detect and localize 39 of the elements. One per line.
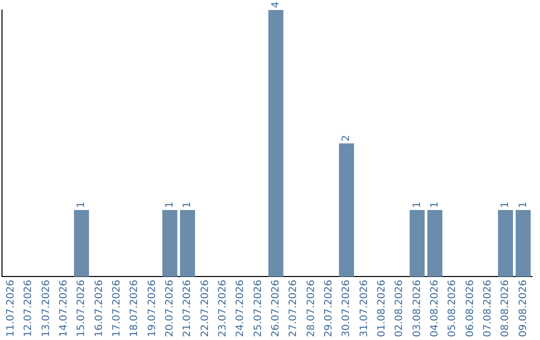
x-tick-label: 26.07.2026 bbox=[270, 280, 282, 338]
x-tick-label: 16.07.2026 bbox=[94, 280, 105, 338]
data-label: 1 bbox=[164, 202, 176, 208]
data-label: 4 bbox=[270, 2, 282, 8]
x-tick-label: 11.07.2026 bbox=[5, 280, 16, 338]
x-tick-label: 04.08.2026 bbox=[429, 280, 440, 338]
x-tick-label: 18.07.2026 bbox=[129, 280, 140, 338]
data-label: 1 bbox=[76, 202, 88, 208]
x-tick-label: 23.07.2026 bbox=[217, 280, 228, 338]
x-tick-label: 02.08.2026 bbox=[394, 280, 406, 338]
x-tick-label: 27.07.2026 bbox=[288, 280, 300, 338]
x-tick-label: 25.07.2026 bbox=[252, 280, 264, 338]
x-tick-label: 29.07.2026 bbox=[323, 280, 334, 338]
data-label: 1 bbox=[429, 202, 440, 208]
x-tick-label: 30.07.2026 bbox=[341, 280, 352, 338]
x-tick-label: 19.07.2026 bbox=[146, 280, 158, 338]
data-label: 2 bbox=[341, 134, 352, 142]
x-tick-label: 20.07.2026 bbox=[164, 280, 176, 338]
x-tick-label: 07.08.2026 bbox=[482, 280, 494, 338]
x-tick-label: 15.07.2026 bbox=[76, 280, 88, 338]
x-tick-label: 09.08.2026 bbox=[518, 280, 529, 338]
data-label: 1 bbox=[518, 202, 529, 208]
data-label: 1 bbox=[412, 202, 423, 208]
x-tick-label: 06.08.2026 bbox=[464, 280, 476, 338]
x-tick-label: 05.08.2026 bbox=[447, 280, 458, 338]
x-tick-label: 13.07.2026 bbox=[40, 280, 52, 338]
x-tick-label: 03.08.2026 bbox=[412, 280, 423, 338]
x-tick-label: 14.07.2026 bbox=[58, 280, 70, 338]
x-tick-label: 31.07.2026 bbox=[358, 280, 370, 338]
x-tick-label: 08.08.2026 bbox=[500, 280, 512, 338]
x-tick-label: 22.07.2026 bbox=[200, 280, 211, 338]
data-label: 1 bbox=[182, 202, 194, 208]
x-tick-label: 17.07.2026 bbox=[111, 280, 122, 338]
x-tick-label: 28.07.2026 bbox=[306, 280, 317, 338]
x-tick-label: 24.07.2026 bbox=[235, 280, 246, 338]
x-tick-label: 12.07.2026 bbox=[23, 280, 34, 338]
x-tick-label: 01.08.2026 bbox=[376, 280, 388, 338]
data-label: 1 bbox=[500, 202, 512, 208]
x-tick-label: 21.07.2026 bbox=[182, 280, 194, 338]
